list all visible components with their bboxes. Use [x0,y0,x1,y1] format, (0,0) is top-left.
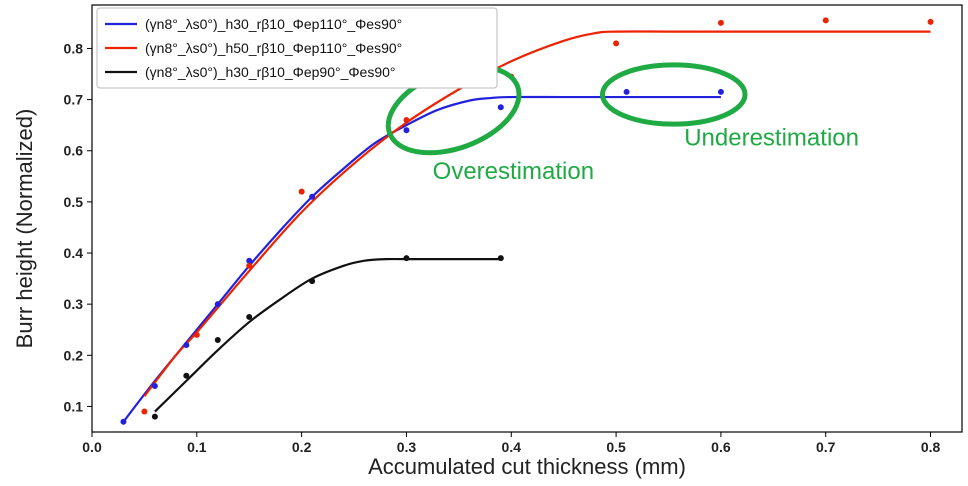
data-point-series-3 [214,336,221,343]
data-point-series-2 [927,18,934,25]
data-point-series-3 [246,313,253,320]
series-curves [122,30,931,423]
x-tick-label: 0.7 [816,439,836,455]
y-axis-title: Burr height (Normalized) [12,109,37,349]
y-tick-label: 0.7 [64,92,84,108]
x-tick-label: 0.2 [292,439,312,455]
data-point-series-1 [246,257,253,264]
data-point-series-1 [151,382,158,389]
data-point-series-1 [717,88,724,95]
data-point-series-2 [403,117,410,124]
y-tick-label: 0.6 [64,143,84,159]
data-point-series-1 [497,104,504,111]
y-tick-label: 0.5 [64,194,84,210]
x-axis-title: Accumulated cut thickness (mm) [368,454,686,479]
y-axis: 0.1 0.2 0.3 0.4 0.5 0.6 0.7 0.8 [64,40,92,414]
legend: (γn8°_λs0°)_h30_rβ10_Φep110°_Φes90° (γn8°… [96,7,498,89]
x-tick-label: 0.5 [606,439,626,455]
data-point-series-3 [403,255,410,262]
data-point-series-3 [183,372,190,379]
series-line-3 [154,257,501,413]
annotation-underestimation: Underestimation [684,125,859,152]
y-tick-label: 0.8 [64,40,84,56]
x-tick-label: 0.4 [502,439,522,455]
data-point-series-2 [717,19,724,26]
data-point-series-2 [613,40,620,47]
y-tick-label: 0.3 [64,296,84,312]
data-point-series-3 [497,255,504,262]
data-point-series-1 [183,342,190,349]
legend-label-1: (γn8°_λs0°)_h30_rβ10_Φep110°_Φes90° [145,16,402,32]
data-point-series-1 [309,193,316,200]
data-point-series-1 [120,418,127,425]
x-tick-label: 0.6 [711,439,731,455]
y-tick-label: 0.2 [64,347,84,363]
y-tick-label: 0.1 [64,398,84,414]
data-point-series-1 [214,301,221,308]
data-point-series-2 [141,408,148,415]
data-point-series-2 [822,17,829,24]
data-point-series-2 [298,188,305,195]
x-tick-label: 0.8 [921,439,941,455]
x-tick-label: 0.0 [82,439,102,455]
data-point-series-1 [403,127,410,134]
x-tick-label: 0.1 [187,439,207,455]
annotation-labels: Overestimation Underestimation [433,125,859,185]
data-point-series-3 [151,413,158,420]
underestimation-ellipse [599,62,748,127]
annotation-overestimation: Overestimation [433,158,594,185]
x-tick-label: 0.3 [397,439,417,455]
legend-label-2: (γn8°_λs0°)_h50_rβ10_Φep110°_Φes90° [145,40,402,56]
plot-frame [91,4,963,433]
y-tick-label: 0.4 [64,245,84,261]
data-point-series-1 [623,88,630,95]
data-point-series-2 [193,331,200,338]
data-point-series-2 [246,262,253,269]
data-point-series-3 [309,278,316,285]
x-axis: 0.0 0.1 0.2 0.3 0.4 0.5 0.6 0.7 0.8 [82,432,940,455]
legend-label-3: (γn8°_λs0°)_h30_rβ10_Φep90°_Φes90° [145,64,396,80]
legend-box [96,7,498,89]
